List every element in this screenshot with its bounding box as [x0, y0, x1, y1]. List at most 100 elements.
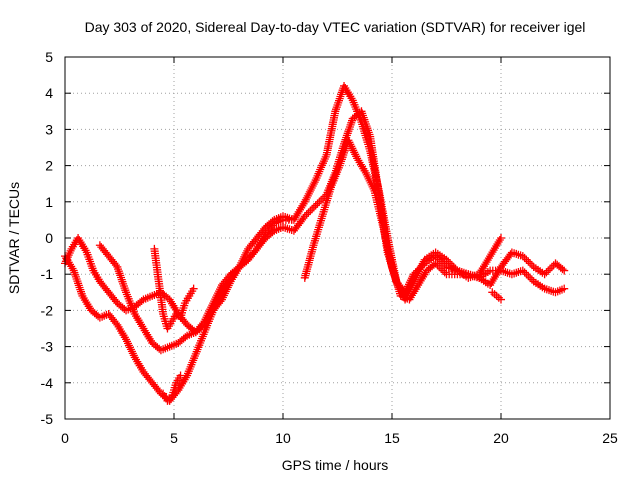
trace-segment	[456, 270, 470, 279]
trace-segment	[186, 287, 197, 298]
trace-segment	[192, 330, 208, 356]
trace-segment	[263, 217, 277, 230]
x-tick-label: 15	[384, 430, 400, 446]
y-tick-label: -4	[41, 375, 54, 391]
data-point	[300, 212, 309, 221]
data-point	[560, 284, 569, 293]
trace-segment	[254, 235, 269, 251]
trace-segment	[398, 292, 412, 303]
data-point	[409, 270, 418, 279]
x-tick-label: 10	[275, 430, 291, 446]
trace-segment	[83, 250, 97, 273]
data-point	[431, 259, 440, 268]
trace-segment	[227, 265, 243, 284]
data-point	[442, 255, 451, 264]
trace-segment	[236, 246, 252, 269]
trace-segment	[542, 285, 558, 296]
trace-segment	[155, 279, 167, 316]
trace-segment	[106, 290, 120, 306]
data-point	[311, 201, 320, 210]
trace-segment	[406, 283, 421, 302]
trace-segment	[487, 236, 504, 259]
data-point	[300, 197, 309, 206]
trace-segment	[402, 272, 417, 295]
trace-segment	[114, 265, 130, 295]
trace-segment	[182, 294, 192, 305]
trace-segment	[132, 312, 147, 331]
trace-segment	[323, 109, 339, 157]
trace-segment	[272, 224, 285, 234]
trace-segment	[476, 254, 493, 277]
trace-segment	[520, 253, 536, 270]
trace-segment	[281, 223, 296, 234]
trace-segment	[362, 170, 378, 193]
trace-segment	[301, 178, 319, 204]
trace-segment	[354, 156, 369, 175]
data-point	[431, 252, 440, 261]
trace-segment	[510, 249, 525, 260]
trace-segment	[164, 319, 175, 331]
trace-segment	[433, 253, 449, 270]
trace-segment	[553, 285, 566, 296]
trace-segment	[150, 247, 163, 284]
trace-segment	[379, 225, 396, 269]
trace-segment	[411, 261, 427, 277]
trace-segment	[141, 292, 154, 303]
series-trace-8	[159, 371, 185, 405]
trace-segment	[553, 260, 567, 274]
series-trace-7	[150, 244, 198, 333]
data-point	[497, 295, 505, 304]
trace-segment	[281, 215, 293, 224]
trace-segment	[149, 380, 164, 396]
data-point	[189, 284, 198, 293]
trace-segment	[341, 84, 356, 103]
trace-segment	[444, 263, 460, 274]
trace-segment	[70, 268, 86, 298]
trace-segment	[281, 213, 296, 224]
trace-segment	[140, 326, 155, 345]
y-tick-label: -3	[41, 339, 54, 355]
trace-segment	[477, 268, 492, 281]
trace-segment	[106, 311, 120, 328]
trace-segment	[445, 270, 459, 279]
trace-segment	[291, 214, 308, 233]
trace-segment	[160, 392, 170, 403]
trace-segment	[488, 266, 503, 275]
y-tick-label: 2	[45, 158, 53, 174]
trace-segment	[79, 294, 94, 313]
x-axis-label: GPS time / hours	[282, 457, 389, 473]
y-tick-label: 4	[45, 85, 53, 101]
trace-segment	[210, 283, 225, 306]
trace-segment	[132, 355, 147, 374]
axis-tick-labels: 0 5 10 15 20 25 -5 -4 -3 -2 -1 0 1 2 3 4 5	[41, 49, 618, 446]
trace-segment	[177, 301, 189, 320]
trace-segment	[245, 235, 260, 251]
trace-segment	[312, 152, 330, 182]
trace-segment	[123, 337, 138, 360]
y-tick-label: -5	[41, 411, 54, 427]
trace-segment	[75, 236, 90, 255]
trace-segment	[106, 253, 120, 270]
trace-segment	[245, 246, 260, 262]
trace-segment	[291, 199, 308, 222]
y-tick-label: 0	[45, 230, 53, 246]
trace-segment	[90, 268, 103, 284]
x-tick-label: 20	[493, 430, 509, 446]
series-trace-6	[488, 288, 505, 304]
trace-segment	[166, 297, 182, 316]
trace-segment	[122, 290, 138, 316]
trace-segment	[114, 322, 129, 342]
trace-segment	[167, 339, 181, 350]
trace-segment	[185, 329, 198, 339]
y-tick-label: -2	[41, 302, 54, 318]
trace-segment	[173, 374, 184, 385]
trace-segment	[168, 381, 180, 399]
trace-segment	[97, 243, 112, 259]
y-tick-label: 1	[45, 194, 53, 210]
y-tick-label: 3	[45, 121, 53, 137]
trace-segment	[175, 373, 190, 392]
trace-segment	[218, 279, 234, 302]
data-point	[518, 266, 527, 275]
x-tick-label: 25	[602, 430, 618, 446]
